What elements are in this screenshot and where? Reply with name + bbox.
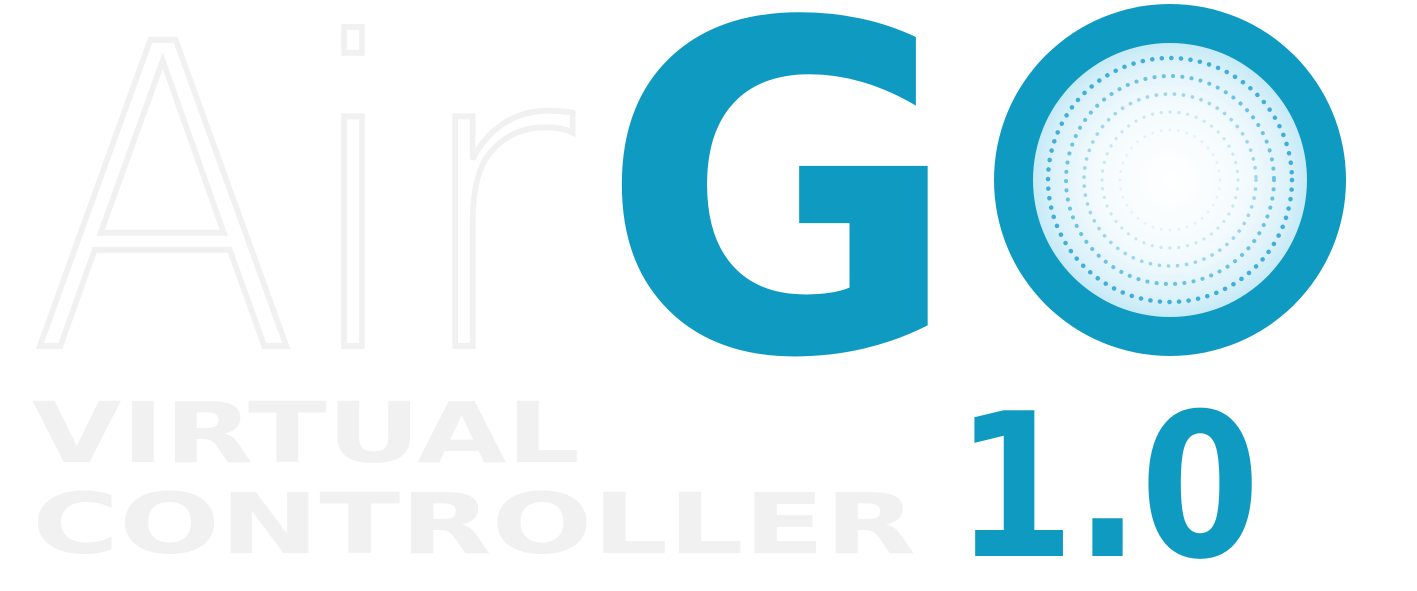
version-number: 1.0 bbox=[955, 371, 1260, 591]
subtitle-line-2: CONTROLLER bbox=[32, 475, 916, 573]
subtitle-virtual: VIRTUAL bbox=[32, 384, 580, 482]
wordmark-go-g: G bbox=[600, 0, 960, 458]
dot-ring-2 bbox=[1064, 74, 1276, 286]
wordmark-g: G bbox=[600, 0, 960, 458]
dot-ring-4 bbox=[1100, 110, 1240, 250]
wordmark-air: Air bbox=[25, 0, 580, 449]
o-glow bbox=[1033, 43, 1307, 317]
dot-ring-3 bbox=[1082, 92, 1258, 268]
dot-ring-inner bbox=[1118, 128, 1222, 232]
wordmark-air-text: Air bbox=[28, 0, 577, 446]
wordmark-go-label: GO bbox=[1170, 179, 1172, 181]
dotted-ring-icon: GO bbox=[994, 4, 1346, 356]
subtitle-line-1: VIRTUAL bbox=[32, 384, 580, 482]
dot-ring-outer bbox=[1045, 55, 1295, 305]
version-text: 1.0 bbox=[955, 371, 1260, 591]
subtitle-controller: CONTROLLER bbox=[32, 475, 916, 573]
